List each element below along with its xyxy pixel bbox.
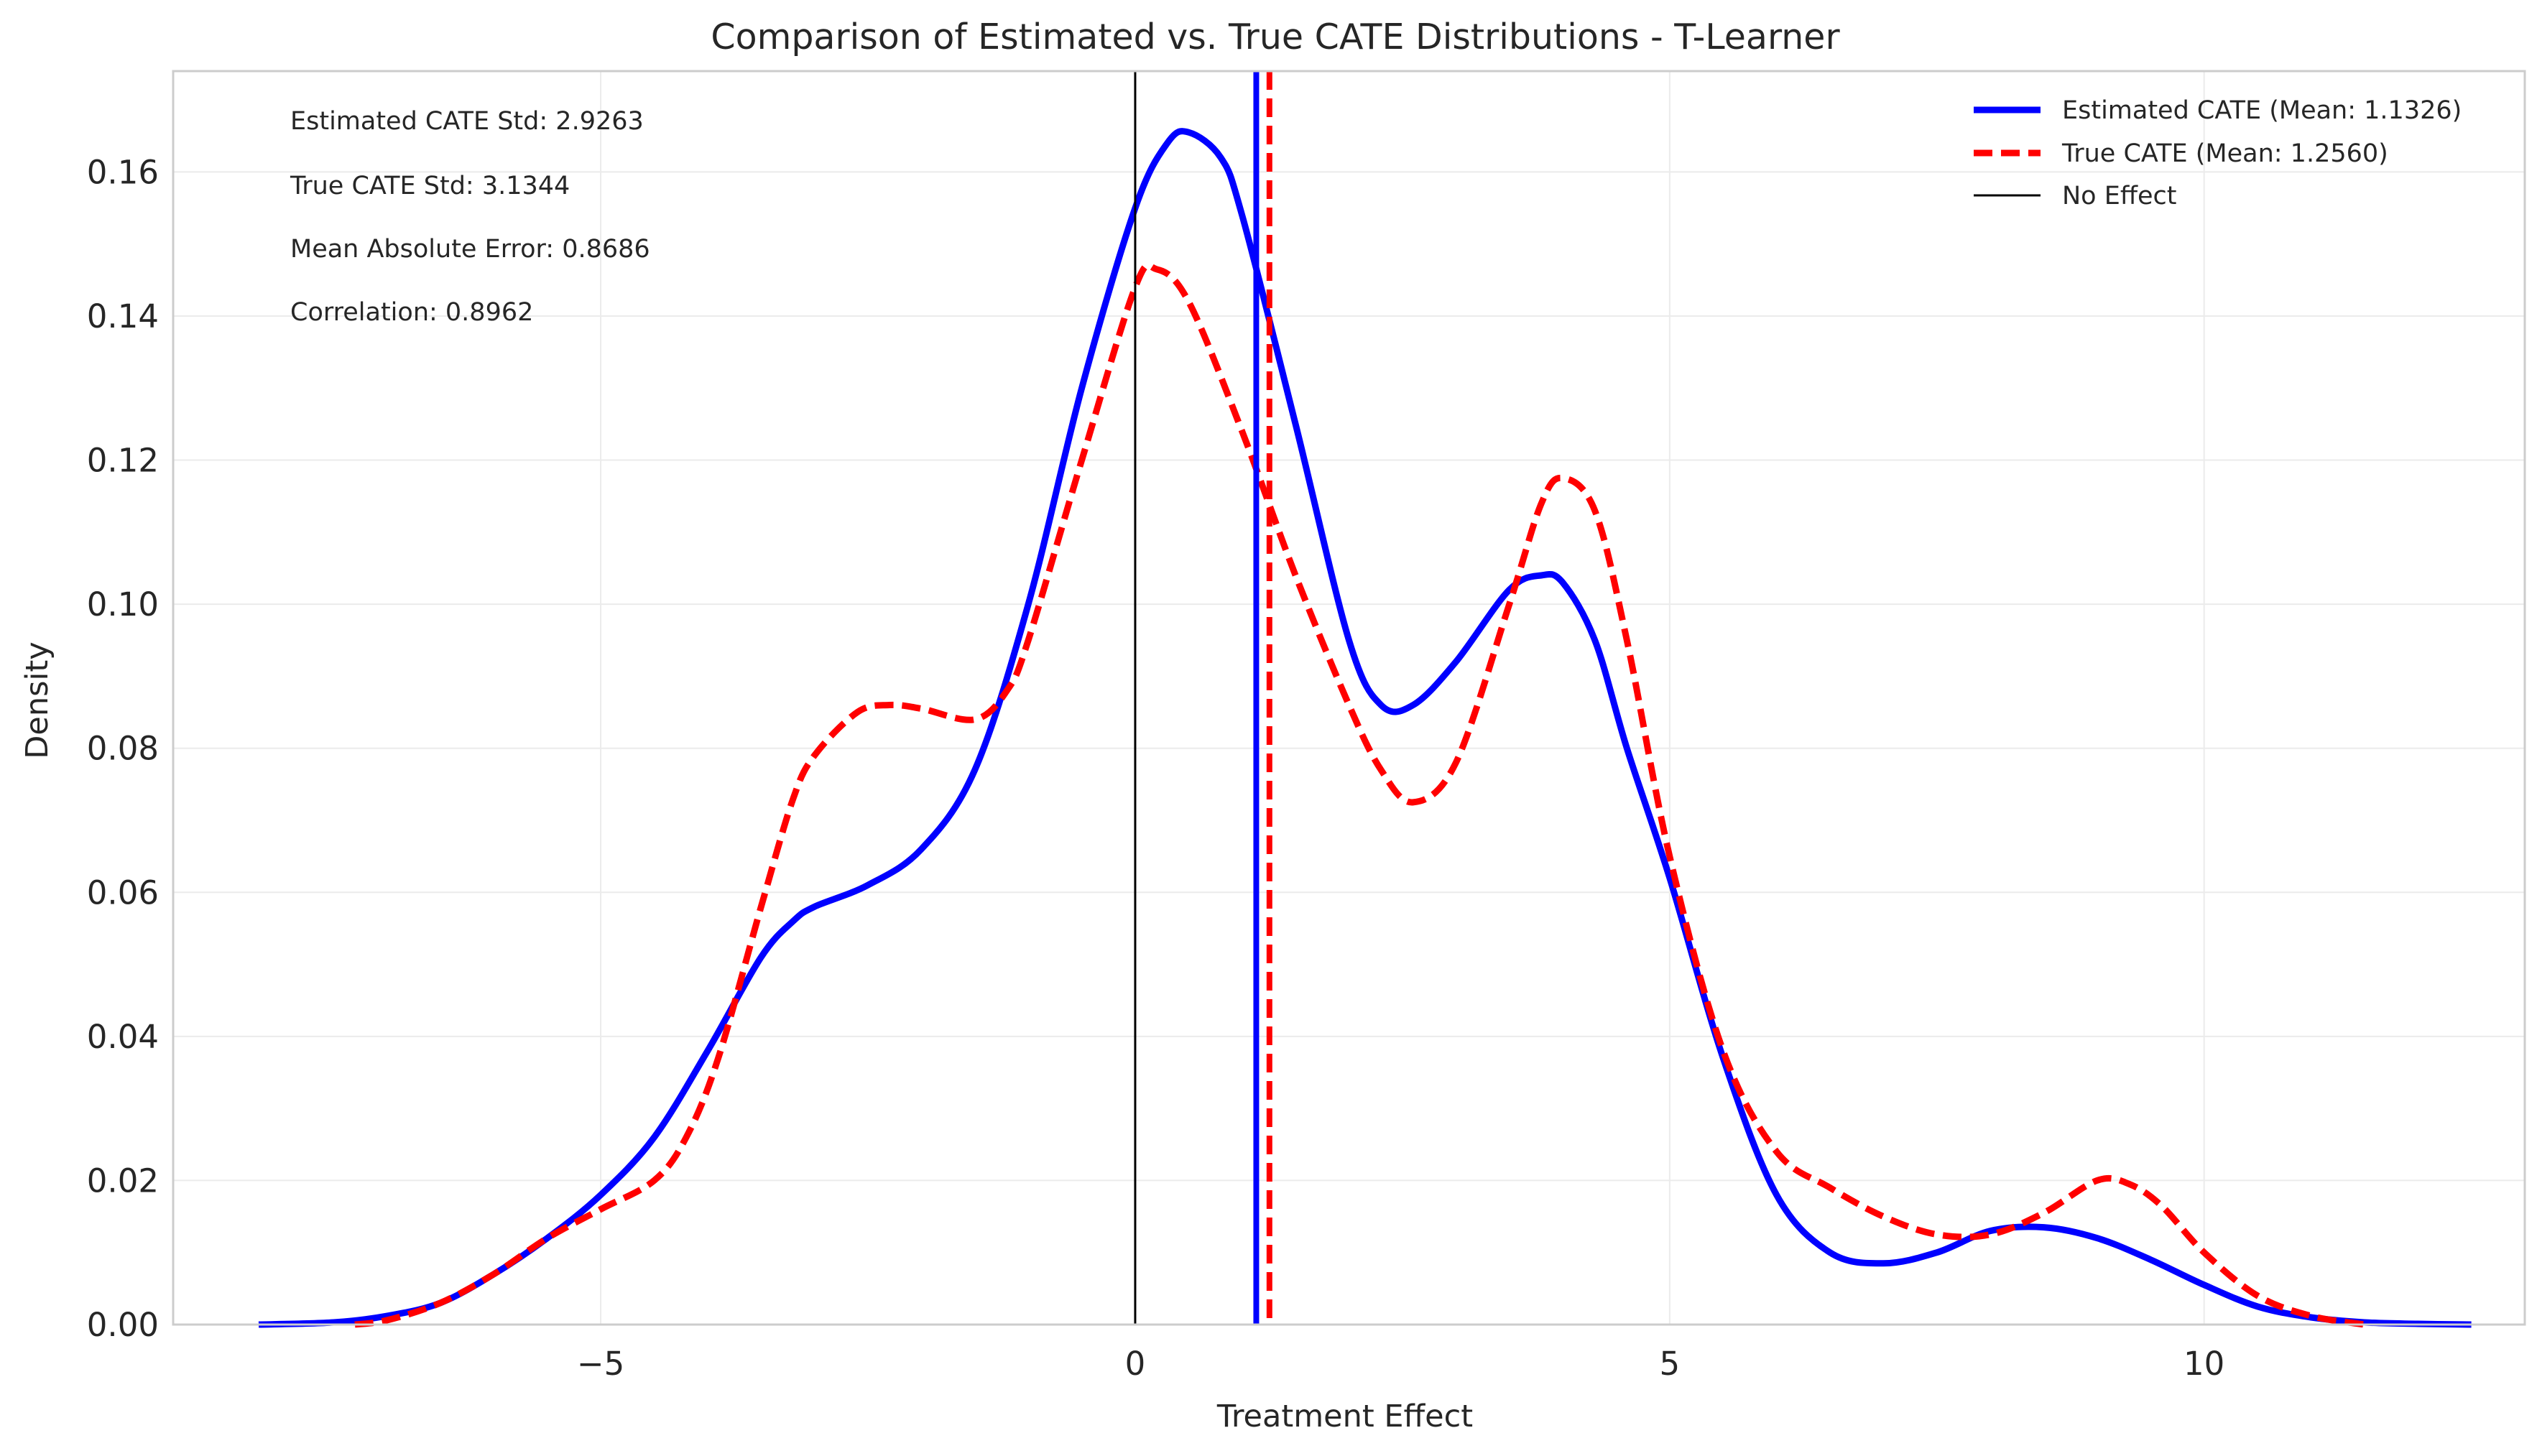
series-line-0 [258, 128, 2472, 1328]
y-tick-label-8: 0.16 [87, 153, 159, 191]
x-axis-ticks: −5 0 5 10 [577, 1345, 2224, 1383]
x-tick-label-3: 10 [2184, 1345, 2224, 1383]
legend: Estimated CATE (Mean: 1.1326) True CATE … [1974, 96, 2462, 210]
y-tick-label-1: 0.02 [87, 1161, 159, 1200]
y-tick-label-0: 0.00 [87, 1306, 159, 1344]
plot-frame [172, 70, 2526, 1326]
y-axis-label: Density [19, 641, 55, 759]
vertical-lines [1134, 71, 1272, 1325]
y-tick-label-3: 0.06 [87, 873, 159, 912]
annotation-true-std: True CATE Std: 3.1344 [290, 172, 570, 200]
annotation-correlation: Correlation: 0.8962 [290, 298, 533, 327]
series-layer [258, 128, 2472, 1328]
legend-label-no-effect: No Effect [2062, 182, 2176, 210]
y-tick-label-5: 0.10 [87, 585, 159, 623]
y-tick-label-6: 0.12 [87, 442, 159, 480]
series-line-1 [354, 261, 2365, 1328]
chart-title: Comparison of Estimated vs. True CATE Di… [711, 17, 1840, 57]
annotation-mae: Mean Absolute Error: 0.8686 [290, 235, 650, 264]
x-axis-label: Treatment Effect [1216, 1399, 1473, 1434]
y-tick-label-7: 0.14 [87, 297, 159, 335]
y-tick-label-2: 0.04 [87, 1018, 159, 1056]
y-tick-label-4: 0.08 [87, 730, 159, 768]
legend-label-true: True CATE (Mean: 1.2560) [2061, 139, 2388, 168]
stats-annotations: Estimated CATE Std: 2.9263 True CATE Std… [290, 107, 650, 327]
legend-label-estimated: Estimated CATE (Mean: 1.1326) [2062, 96, 2462, 125]
x-tick-label-0: −5 [577, 1345, 624, 1383]
y-axis-ticks: 0.00 0.02 0.04 0.06 0.08 0.10 0.12 0.14 0.16 [87, 153, 159, 1344]
x-tick-label-2: 5 [1659, 1345, 1680, 1383]
x-tick-label-1: 0 [1125, 1345, 1146, 1383]
annotation-estimated-std: Estimated CATE Std: 2.9263 [290, 107, 644, 136]
